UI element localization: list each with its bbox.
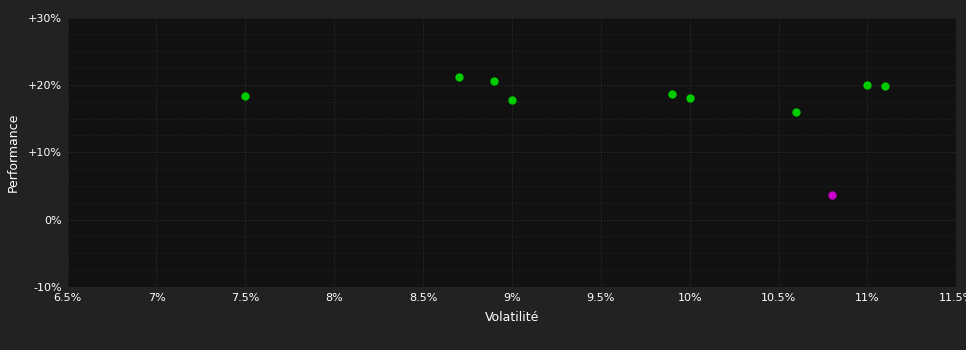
Point (665, 91, 680, 97)
Point (860, 82, 875, 88)
Point (451, 74, 467, 79)
X-axis label: Volatilité: Volatilité (485, 311, 539, 324)
Y-axis label: Performance: Performance (7, 113, 19, 192)
Point (877, 83, 893, 88)
Point (238, 93, 253, 99)
Point (824, 192, 839, 197)
Point (682, 95, 697, 100)
Point (504, 97, 520, 103)
Point (788, 109, 804, 115)
Point (487, 78, 502, 84)
